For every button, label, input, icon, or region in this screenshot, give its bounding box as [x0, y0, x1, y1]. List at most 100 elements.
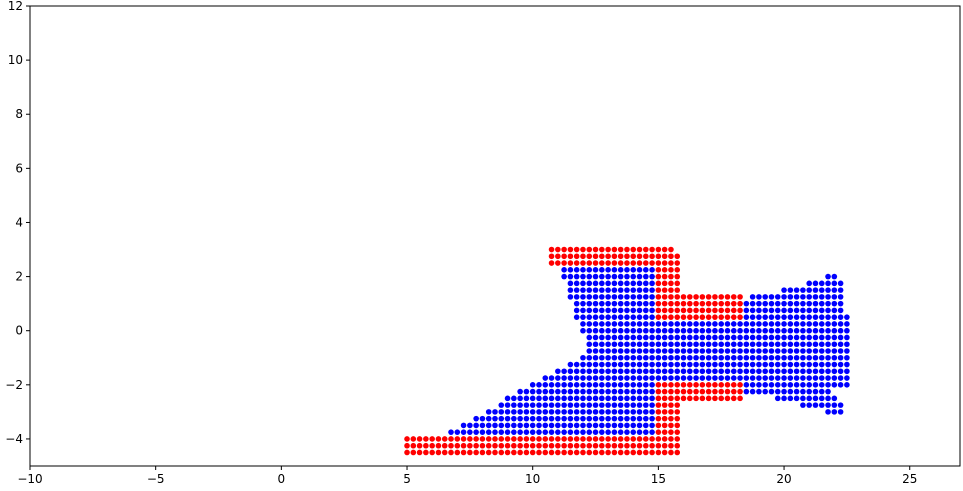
data-point: [774, 368, 781, 375]
data-point: [649, 449, 655, 456]
data-point: [529, 402, 536, 408]
data-point: [837, 348, 844, 354]
data-point: [661, 300, 668, 307]
data-point: [831, 368, 838, 375]
data-point: [661, 334, 668, 341]
data-point: [542, 382, 549, 388]
data-points: [404, 246, 850, 456]
data-point: [800, 287, 806, 293]
data-point: [687, 327, 693, 334]
data-point: [573, 422, 580, 429]
data-point: [592, 253, 599, 260]
data-point: [806, 314, 812, 320]
data-point: [511, 402, 517, 408]
data-point: [825, 280, 831, 287]
data-point: [441, 449, 448, 456]
data-point: [718, 361, 725, 368]
data-point: [737, 307, 743, 314]
data-point: [837, 314, 844, 320]
data-point: [636, 334, 643, 341]
data-point: [617, 395, 624, 402]
data-point: [599, 294, 605, 300]
data-point: [668, 382, 674, 388]
data-point: [492, 449, 498, 456]
data-point: [636, 449, 643, 456]
data-point: [793, 294, 800, 300]
data-point: [749, 354, 756, 361]
data-point: [825, 287, 831, 293]
data-point: [674, 280, 681, 287]
data-point: [555, 409, 561, 415]
data-point: [712, 327, 718, 334]
data-point: [649, 348, 655, 354]
data-point: [793, 375, 800, 381]
data-point: [737, 395, 743, 402]
data-point: [661, 368, 668, 375]
data-point: [737, 382, 743, 388]
data-point: [687, 307, 693, 314]
data-point: [680, 361, 687, 368]
data-point: [730, 348, 737, 354]
data-point: [555, 395, 561, 402]
data-point: [661, 388, 668, 395]
data-point: [800, 334, 806, 341]
data-point: [787, 334, 794, 341]
data-point: [649, 402, 655, 408]
data-point: [592, 294, 599, 300]
data-point: [636, 436, 643, 442]
data-point: [643, 415, 649, 422]
data-point: [636, 348, 643, 354]
data-point: [825, 388, 831, 395]
data-point: [705, 300, 712, 307]
data-point: [743, 388, 750, 395]
data-point: [756, 348, 762, 354]
data-point: [674, 314, 681, 320]
data-point: [793, 348, 800, 354]
data-point: [793, 382, 800, 388]
data-point: [668, 307, 674, 314]
data-point: [661, 409, 668, 415]
data-point: [586, 334, 593, 341]
data-point: [668, 409, 674, 415]
data-point: [542, 375, 549, 381]
data-point: [768, 300, 775, 307]
data-point: [567, 253, 574, 260]
data-point: [806, 348, 812, 354]
data-point: [680, 314, 687, 320]
data-point: [831, 354, 838, 361]
data-point: [787, 341, 794, 348]
data-point: [605, 334, 611, 341]
data-point: [800, 327, 806, 334]
data-point: [586, 341, 593, 348]
data-point: [592, 280, 599, 287]
data-point: [768, 314, 775, 320]
data-point: [787, 321, 794, 327]
data-point: [561, 388, 567, 395]
data-point: [498, 449, 505, 456]
data-point: [617, 402, 624, 408]
data-point: [586, 321, 593, 327]
data-point: [580, 395, 586, 402]
data-point: [793, 388, 800, 395]
data-point: [818, 388, 825, 395]
data-point: [806, 280, 812, 287]
data-point: [724, 382, 731, 388]
data-point: [818, 314, 825, 320]
data-point: [743, 314, 750, 320]
data-point: [800, 294, 806, 300]
data-point: [617, 436, 624, 442]
data-point: [787, 354, 794, 361]
data-point: [630, 300, 637, 307]
data-point: [712, 300, 718, 307]
data-point: [661, 314, 668, 320]
data-point: [768, 294, 775, 300]
data-point: [511, 449, 517, 456]
data-point: [511, 422, 517, 429]
data-point: [599, 273, 605, 280]
data-point: [687, 395, 693, 402]
data-point: [586, 449, 593, 456]
data-point: [586, 253, 593, 260]
data-point: [473, 429, 479, 435]
data-point: [592, 429, 599, 435]
data-point: [636, 382, 643, 388]
